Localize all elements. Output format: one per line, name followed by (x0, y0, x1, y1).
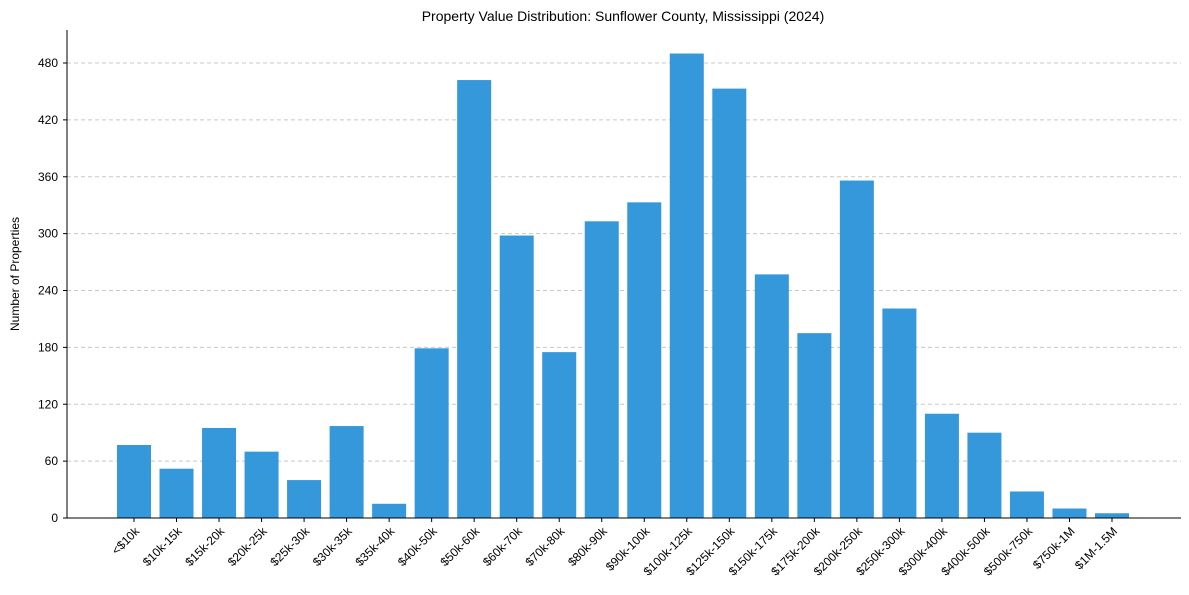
y-axis-label: Number of Properties (8, 217, 22, 331)
bar (712, 88, 747, 518)
x-tick-label: $15k-20k (182, 524, 228, 570)
bar (1052, 508, 1087, 518)
bar (159, 468, 194, 518)
bar (414, 348, 449, 518)
y-tick-label: 300 (38, 227, 58, 241)
bar (372, 503, 407, 518)
bar (882, 308, 917, 518)
x-tick-label: $70k-80k (523, 524, 569, 570)
y-tick-label: 180 (38, 340, 58, 354)
grid-lines (67, 62, 1181, 462)
x-tick-label: $60k-70k (480, 524, 526, 570)
bar (287, 480, 322, 518)
bar (542, 352, 577, 518)
y-tick-label: 480 (38, 56, 58, 70)
bar (584, 221, 619, 519)
bar (329, 426, 364, 518)
y-tick-label: 120 (38, 397, 58, 411)
bar (669, 53, 704, 518)
x-ticks: <$10k$10k-15k$15k-20k$20k-25k$25k-30k$30… (109, 518, 1120, 578)
bar (244, 451, 279, 518)
bar (797, 333, 832, 518)
bar (627, 202, 662, 518)
y-tick-label: 0 (51, 511, 58, 525)
x-tick-label: $1M-1.5M (1072, 524, 1120, 572)
bar (1009, 491, 1044, 518)
bar (117, 445, 151, 518)
axes (66, 30, 1181, 519)
bar (457, 80, 492, 518)
bar (1095, 513, 1129, 518)
bar (499, 235, 534, 519)
y-tick-label: 240 (38, 284, 58, 298)
bars (117, 53, 1129, 519)
bar (839, 180, 874, 518)
bar (754, 274, 789, 518)
chart-title: Property Value Distribution: Sunflower C… (422, 8, 825, 24)
y-tick-label: 60 (45, 454, 59, 468)
x-tick-label: $25k-30k (267, 524, 313, 570)
y-tick-label: 360 (38, 170, 58, 184)
x-tick-label: $20k-25k (225, 524, 271, 570)
x-tick-label: $750k-1M (1030, 524, 1078, 572)
y-ticks: 0 60 120 180 240 300 360 420 480 (38, 56, 67, 525)
x-tick-label: $50k-60k (437, 524, 483, 570)
y-tick-label: 420 (38, 113, 58, 127)
x-tick-label: $30k-35k (310, 524, 356, 570)
x-tick-label: $40k-50k (395, 524, 441, 570)
x-tick-label: $35k-40k (352, 524, 398, 570)
bar (967, 432, 1002, 518)
x-tick-label: <$10k (109, 524, 143, 558)
bar (202, 427, 237, 518)
bar (924, 413, 959, 518)
x-tick-label: $10k-15k (140, 524, 186, 570)
